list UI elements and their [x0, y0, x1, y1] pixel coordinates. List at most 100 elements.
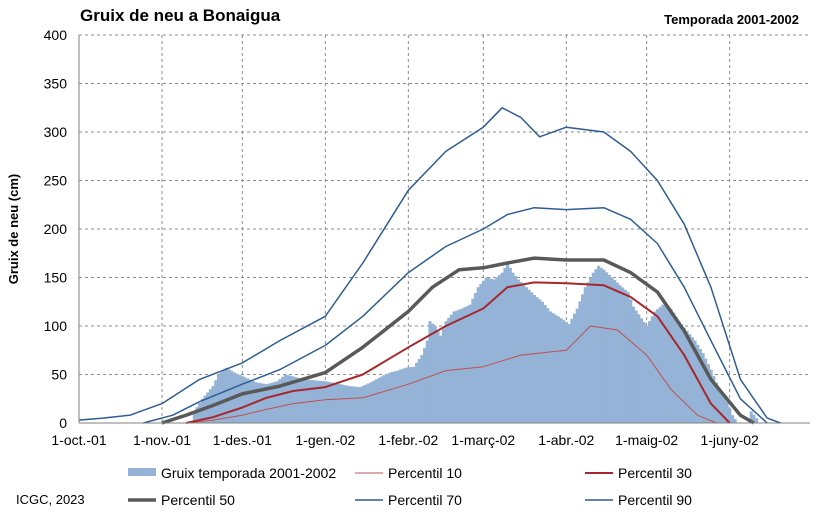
- legend-label-percentil-10: Percentil 10: [388, 465, 462, 481]
- season-depth-bar: [455, 310, 459, 423]
- season-depth-bar: [224, 367, 229, 423]
- x-tick-labels: 1-oct.-01 1-nov.-01 1-des.-01 1-gen.-02 1-fe…: [51, 432, 759, 448]
- season-depth-bar: [556, 316, 561, 423]
- season-depth-bar: [613, 280, 617, 423]
- season-depth-bar: [329, 382, 333, 423]
- season-depth-bar: [299, 378, 303, 423]
- season-depth-bar: [342, 384, 346, 423]
- season-depth-bar: [374, 379, 378, 423]
- x-tick-label: 1-gen.-02: [295, 432, 355, 448]
- season-depth-bar: [409, 367, 413, 423]
- season-depth-bar: [535, 297, 539, 423]
- season-depth-bar: [302, 379, 306, 423]
- season-depth-bar: [530, 292, 534, 423]
- season-depth-bar: [484, 277, 488, 423]
- season-depth-bar: [415, 362, 419, 423]
- season-depth-bar: [364, 384, 368, 423]
- y-tick-label: 200: [44, 221, 68, 237]
- season-depth-bar: [398, 369, 403, 423]
- season-depth-bar: [696, 344, 700, 423]
- season-depth-bar: [195, 407, 199, 423]
- season-depth-bar: [441, 328, 445, 423]
- y-tick-label: 50: [51, 367, 67, 383]
- season-depth-bar: [479, 283, 483, 423]
- season-depth-bar: [267, 383, 271, 423]
- x-tick-label: 1-febr.-02: [378, 432, 438, 448]
- percentile-lines: [78, 107, 781, 425]
- season-depth-bar: [514, 276, 518, 423]
- season-depth-bar: [340, 384, 344, 423]
- season-depth-bar: [688, 334, 692, 423]
- season-depth-bar: [273, 382, 277, 423]
- season-depth-bar: [246, 378, 250, 423]
- season-depth-bar: [621, 287, 625, 423]
- season-depth-bar: [500, 272, 504, 423]
- season-depth-bar: [457, 309, 461, 423]
- season-depth-bar: [361, 385, 365, 423]
- season-depth-bar: [436, 330, 440, 423]
- season-label: Temporada 2001-2002: [664, 12, 799, 27]
- season-depth-bar: [578, 301, 582, 423]
- season-depth-bar: [591, 272, 595, 423]
- season-depth-bar: [583, 287, 587, 423]
- season-depth-bar: [219, 372, 223, 423]
- season-depth-bar: [404, 367, 408, 423]
- season-depth-bar: [704, 358, 708, 423]
- season-depth-bar: [712, 376, 716, 423]
- season-depth-bar: [648, 321, 652, 423]
- season-depth-bar: [599, 267, 603, 423]
- season-depth-bar: [428, 321, 432, 423]
- season-depth-bar: [407, 367, 411, 423]
- season-depth-bar: [214, 380, 218, 423]
- season-depth-bar: [551, 313, 555, 423]
- season-depth-bar: [481, 280, 486, 423]
- season-depth-bar: [259, 383, 263, 423]
- grid-lines: [79, 34, 810, 423]
- season-depth-bar: [222, 369, 226, 423]
- season-depth-bar: [538, 299, 542, 423]
- season-depth-bar: [372, 380, 376, 423]
- season-depth-bar: [348, 386, 352, 423]
- season-depth-bar: [487, 278, 491, 423]
- season-depth-bar: [294, 377, 298, 423]
- season-depth-bar: [733, 419, 737, 423]
- percentil-70-line: [143, 206, 768, 424]
- season-depth-bar: [650, 316, 654, 423]
- season-depth-bar: [332, 382, 336, 423]
- season-depth-bar: [682, 327, 686, 423]
- season-depth-bar: [262, 383, 266, 423]
- season-depth-bar: [278, 379, 282, 423]
- season-depth-bar: [313, 380, 317, 423]
- season-depth-bar: [717, 389, 721, 423]
- y-tick-label: 350: [44, 76, 68, 92]
- legend-label-gruix-temporada-2001-2002: Gruix temporada 2001-2002: [161, 465, 336, 481]
- season-depth-bar: [423, 347, 427, 423]
- season-depth-bar: [417, 358, 421, 423]
- season-depth-bar: [449, 314, 453, 423]
- season-depth-bar: [257, 382, 261, 423]
- season-depth-bar: [749, 411, 753, 423]
- season-depth-bar: [589, 277, 593, 423]
- season-depth-bar: [524, 287, 528, 423]
- season-depth-bar: [615, 282, 619, 423]
- season-depth-bar: [356, 386, 360, 423]
- season-depth-bar: [661, 304, 665, 423]
- season-depth-bar: [532, 294, 536, 423]
- season-depth-bar: [706, 364, 710, 423]
- season-depth-bar: [468, 304, 472, 423]
- season-depth-bar: [390, 371, 395, 423]
- season-depth-bar: [559, 318, 563, 423]
- legend-label-percentil-70: Percentil 70: [388, 492, 462, 508]
- season-depth-bar: [289, 375, 293, 423]
- season-depth-bar: [725, 401, 729, 423]
- season-depth-bar: [511, 272, 515, 423]
- season-depth-bar: [492, 279, 496, 423]
- season-depth-bar: [575, 308, 579, 423]
- season-depth-bar: [369, 382, 373, 423]
- season-depth-bar: [473, 293, 478, 423]
- season-depth-bar: [393, 371, 397, 423]
- season-depth-bar: [626, 292, 630, 423]
- y-tick-label: 100: [44, 318, 68, 334]
- season-depth-bar: [476, 287, 480, 423]
- percentil-90-line: [78, 107, 781, 424]
